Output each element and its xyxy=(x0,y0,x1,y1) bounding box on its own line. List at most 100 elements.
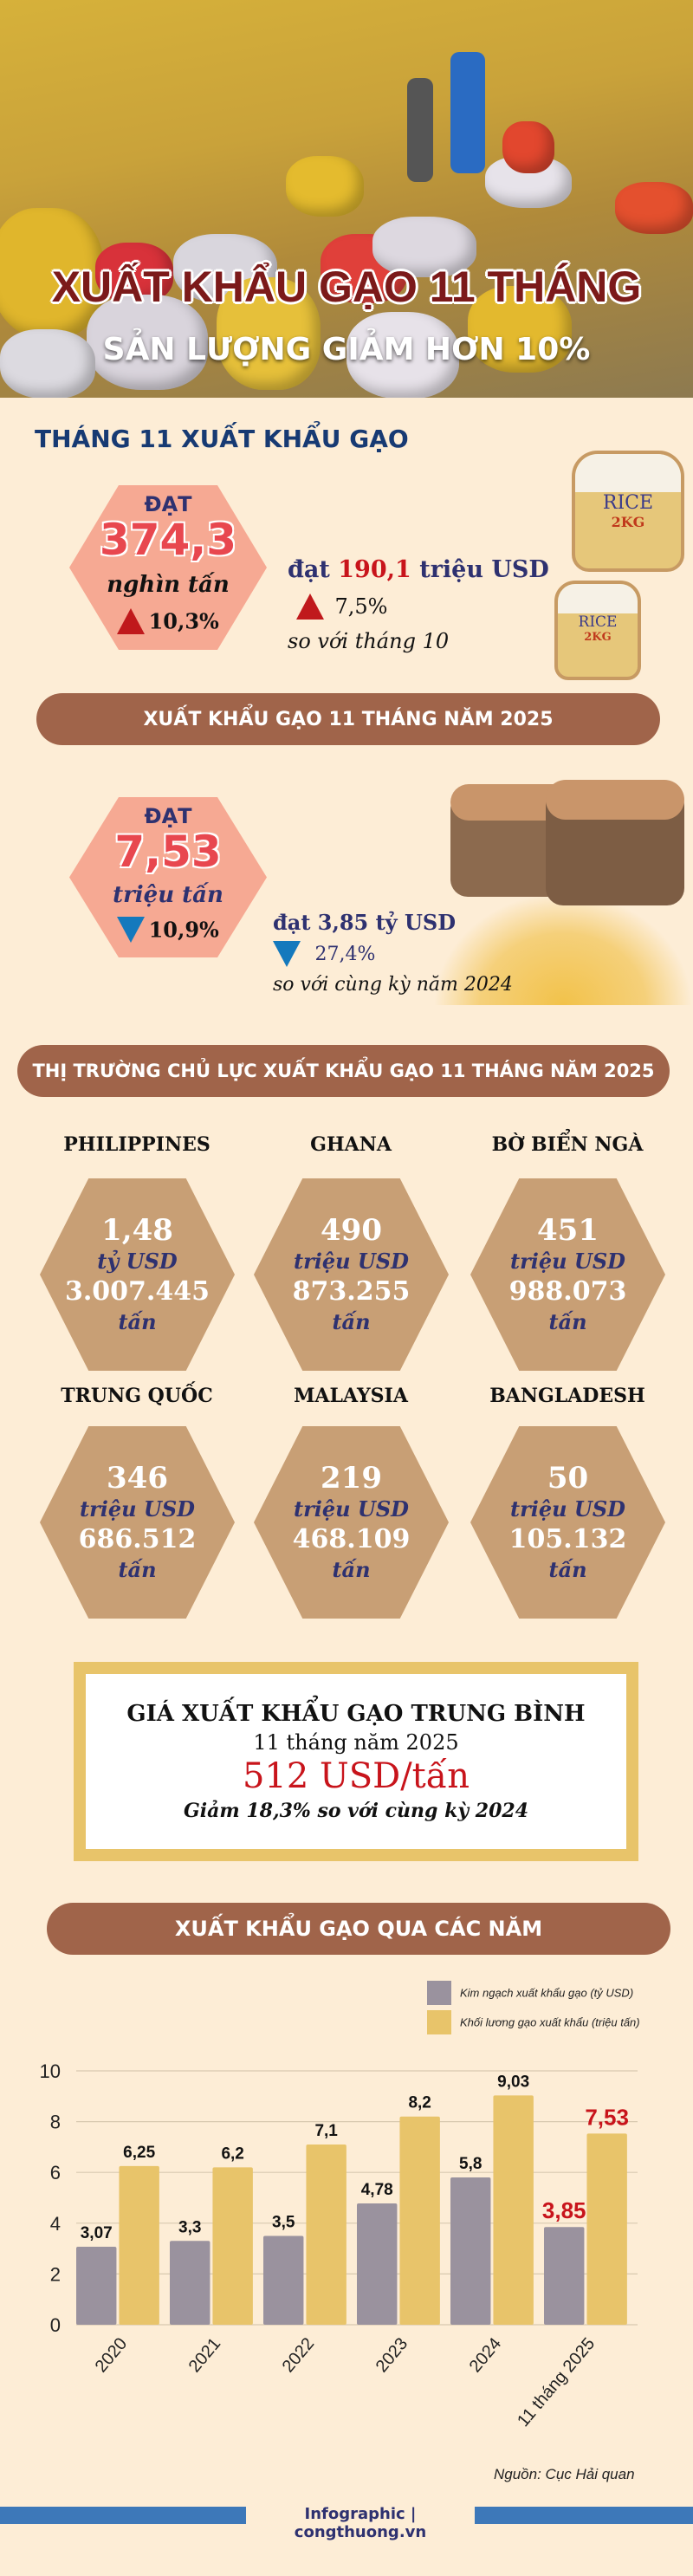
y-tick-label: 2 xyxy=(50,2263,61,2285)
data-label: 5,8 xyxy=(459,2155,482,2173)
data-label: 6,2 xyxy=(221,2145,243,2163)
hero-title: XUẤT KHẨU GẠO 11 THÁNG xyxy=(51,263,642,311)
eleven-months-compare: so với cùng kỳ năm 2024 xyxy=(273,974,513,996)
market-tons: 105.132 xyxy=(508,1524,627,1554)
market-hex: 346 triệu USD 686.512 tấn xyxy=(40,1426,235,1619)
month11-value-unit: triệu USD xyxy=(419,556,549,583)
eleven-months-volume: 7,53 xyxy=(114,827,222,877)
data-label: 3,3 xyxy=(178,2218,201,2236)
triangle-up-icon xyxy=(296,594,324,620)
sack-illustration xyxy=(546,780,684,905)
market-value-unit: triệu USD xyxy=(510,1496,625,1522)
market-country: TRUNG QUỐC xyxy=(61,1385,213,1407)
footer-bar-left xyxy=(0,2507,246,2524)
legend-label-value: Kim ngạch xuất khẩu gạo (tỷ USD) xyxy=(460,1986,634,2000)
market-value-unit: triệu USD xyxy=(510,1249,625,1274)
rice-bag-illustration: RICE 2KG xyxy=(554,581,641,680)
footer-bar-right xyxy=(475,2507,693,2524)
hero-subtitle: SẢN LƯỢNG GIẢM HƠN 10% xyxy=(102,332,591,367)
legend-swatch-volume xyxy=(427,2010,451,2034)
triangle-down-icon xyxy=(273,941,301,967)
market-value: 1,48 xyxy=(101,1213,173,1248)
price-period: 11 tháng năm 2025 xyxy=(253,1730,459,1755)
market-country: GHANA xyxy=(310,1133,392,1156)
bar-value xyxy=(450,2177,491,2325)
bar-value xyxy=(170,2241,210,2325)
bar-value xyxy=(357,2203,398,2325)
eleven-months-heading: XUẤT KHẨU GẠO 11 THÁNG NĂM 2025 xyxy=(36,693,660,745)
eleven-months-value-change: 27,4% xyxy=(314,943,376,965)
price-change: Giảm 18,3% so với cùng kỳ 2024 xyxy=(183,1800,529,1822)
y-tick-label: 0 xyxy=(50,2314,61,2336)
y-tick-label: 10 xyxy=(40,2060,61,2082)
data-label: 7,1 xyxy=(314,2122,338,2140)
market-country: BANGLADESH xyxy=(489,1385,645,1407)
data-label: 8,2 xyxy=(408,2094,431,2112)
market-hex: 219 triệu USD 468.109 tấn xyxy=(254,1426,449,1619)
bar-chart: 0 2 4 6 8 10 3,07 6,25 2020 3,3 6,2 2021 3,5 7,1 2022 4… xyxy=(40,2060,638,2430)
bar-value xyxy=(263,2235,304,2325)
bar-volume xyxy=(119,2165,159,2325)
data-label: 6,25 xyxy=(123,2144,155,2162)
market-tons-unit: tấn xyxy=(548,1309,587,1334)
data-label: 3,5 xyxy=(272,2213,295,2231)
x-tick-label: 11 tháng 2025 xyxy=(514,2334,599,2430)
source-note: Nguồn: Cục Hải quan xyxy=(494,2466,635,2482)
month11-value-line: đạt 190,1 triệu USD xyxy=(288,556,549,583)
y-tick-label: 8 xyxy=(50,2112,61,2133)
market-value: 219 xyxy=(321,1461,382,1496)
month11-volume: 374,3 xyxy=(99,515,237,565)
data-label: 4,78 xyxy=(361,2181,393,2199)
market-hex: 1,48 tỷ USD 3.007.445 tấn xyxy=(40,1178,235,1371)
market-hex: 451 triệu USD 988.073 tấn xyxy=(470,1178,665,1371)
bar-volume xyxy=(306,2144,346,2325)
average-price-box: GIÁ XUẤT KHẨU GẠO TRUNG BÌNH 11 tháng nă… xyxy=(74,1662,638,1861)
market-value-unit: triệu USD xyxy=(80,1496,195,1522)
y-tick-label: 4 xyxy=(50,2213,61,2235)
market-value: 490 xyxy=(321,1213,382,1248)
x-tick-label: 2023 xyxy=(372,2334,411,2376)
markets-heading: THỊ TRƯỜNG CHỦ LỰC XUẤT KHẨU GẠO 11 THÁN… xyxy=(17,1045,670,1097)
market-tons-unit: tấn xyxy=(548,1557,587,1582)
x-tick-label: 2022 xyxy=(279,2334,318,2376)
data-label: 3,85 xyxy=(542,2197,586,2223)
price-value: 512 USD/tấn xyxy=(242,1756,470,1796)
price-title: GIÁ XUẤT KHẨU GẠO TRUNG BÌNH xyxy=(126,1701,586,1727)
x-tick-label: 2024 xyxy=(466,2334,505,2376)
market-tons-unit: tấn xyxy=(332,1557,371,1582)
bar-value xyxy=(544,2227,585,2325)
triangle-up-icon xyxy=(117,608,146,634)
market-country: MALAYSIA xyxy=(294,1385,408,1407)
legend-swatch-value xyxy=(427,1981,451,2005)
market-value: 346 xyxy=(107,1461,168,1496)
eleven-months-value: đạt 3,85 tỷ USD xyxy=(273,910,457,935)
eleven-months-volume-unit: triệu tấn xyxy=(113,882,223,908)
bar-value xyxy=(76,2247,117,2325)
data-label: 9,03 xyxy=(497,2073,529,2091)
bar-volume xyxy=(586,2133,627,2325)
market-tons: 873.255 xyxy=(292,1276,411,1307)
market-value: 451 xyxy=(537,1213,599,1248)
market-value: 50 xyxy=(547,1461,589,1496)
market-tons-unit: tấn xyxy=(332,1309,371,1334)
data-label: 3,07 xyxy=(81,2224,113,2242)
dat-label: ĐẠT xyxy=(144,492,192,516)
month11-volume-change: 10,3% xyxy=(148,608,219,634)
footer-credit: Infographic | congthuong.vn xyxy=(294,2505,427,2541)
dat-label: ĐẠT xyxy=(144,804,192,828)
month11-volume-unit: nghìn tấn xyxy=(107,572,230,598)
market-tons-unit: tấn xyxy=(118,1309,157,1334)
triangle-down-icon xyxy=(117,917,146,943)
eleven-months-volume-change: 10,9% xyxy=(148,917,219,943)
market-hex: 490 triệu USD 873.255 tấn xyxy=(254,1178,449,1371)
chart-heading: XUẤT KHẨU GẠO QUA CÁC NĂM xyxy=(47,1903,670,1955)
month11-volume-hex: ĐẠT 374,3 nghìn tấn 10,3% xyxy=(69,485,267,650)
bar-volume xyxy=(493,2095,534,2325)
x-tick-label: 2020 xyxy=(92,2334,131,2376)
market-value-unit: triệu USD xyxy=(294,1249,409,1274)
market-tons: 988.073 xyxy=(508,1276,627,1307)
hero-photo xyxy=(0,0,693,398)
market-country: PHILIPPINES xyxy=(63,1133,210,1156)
month11-value-change: 7,5% xyxy=(334,594,388,619)
month11-value: 190,1 xyxy=(338,556,411,583)
